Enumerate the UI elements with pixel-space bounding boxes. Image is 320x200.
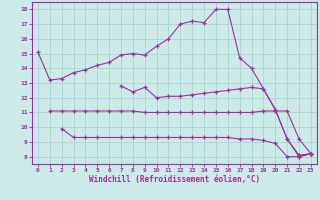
X-axis label: Windchill (Refroidissement éolien,°C): Windchill (Refroidissement éolien,°C) bbox=[89, 175, 260, 184]
